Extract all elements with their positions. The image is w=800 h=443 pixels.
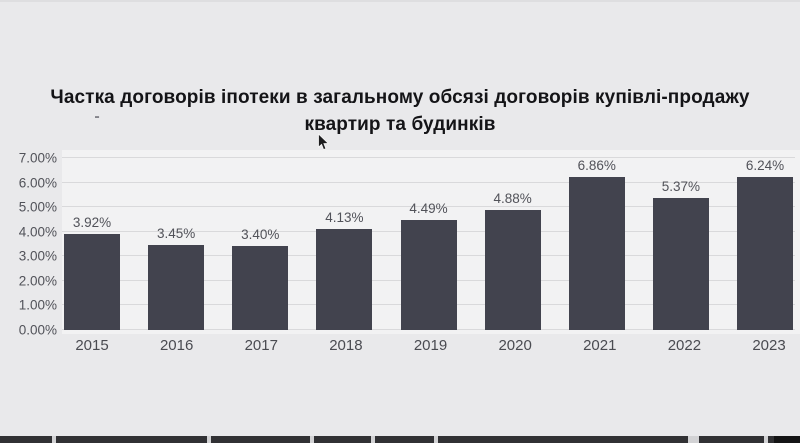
bar-2019: [400, 219, 457, 330]
bar-column-2021: 6.86%: [568, 158, 625, 330]
bar-value-label-2018: 4.13%: [325, 209, 364, 225]
x-tick-label-2018: 2018: [329, 337, 363, 354]
strip-gap: [310, 436, 314, 443]
y-tick-label-3.00%: 3.00%: [18, 248, 57, 264]
gridline-6.00%: [62, 181, 795, 183]
bar-column-2020: 4.88%: [484, 158, 541, 330]
chart-title: Частка договорів іпотеки в загальному об…: [0, 84, 800, 138]
bar-value-label-2016: 3.45%: [156, 226, 196, 242]
bar-column-2017: 3.40%: [232, 158, 289, 330]
chart-title-line1: Частка договорів іпотеки в загальному об…: [50, 87, 750, 108]
top-edge-line: [0, 0, 800, 2]
strip-end-segment: [774, 436, 800, 443]
strip-gap: [207, 436, 211, 443]
plot-area: 3.92% 3.45% 3.40% 4.13% 4.49% 4.88% 6.86% 5.37%…: [62, 157, 795, 330]
bar-2023: [737, 177, 793, 330]
bar-2022: [652, 198, 709, 330]
mouse-cursor-icon: [318, 133, 330, 151]
x-tick-label-2015: 2015: [75, 337, 109, 354]
strip-gap: [371, 436, 375, 443]
bar-value-label-2023: 6.24%: [745, 158, 785, 173]
bar-2016: [148, 245, 205, 330]
y-tick-label-1.00%: 1.00%: [18, 297, 57, 313]
x-tick-label-2022: 2022: [667, 337, 702, 354]
y-tick-label-4.00%: 4.00%: [18, 224, 57, 240]
bar-column-2016: 3.45%: [148, 158, 205, 330]
x-tick-label-2023: 2023: [752, 337, 786, 354]
x-tick-label-2016: 2016: [159, 337, 194, 354]
y-axis: 0.00% 1.00% 2.00% 3.00% 4.00% 5.00% 6.00% 7.00%: [0, 151, 57, 338]
bar-2018: [316, 228, 373, 330]
bar-2021: [568, 177, 625, 330]
x-tick-label-2020: 2020: [498, 337, 532, 354]
x-axis: 2015 2016 2017 2018 2019 2020 2021 2022 2023: [62, 337, 799, 354]
bar-value-label-2019: 4.49%: [409, 200, 448, 216]
strip-gap: [52, 436, 56, 443]
y-tick-label-5.00%: 5.00%: [18, 199, 57, 215]
bar-column-2023: 6.24%: [737, 158, 793, 330]
bar-value-label-2015: 3.92%: [72, 214, 112, 230]
y-tick-label-6.00%: 6.00%: [18, 175, 57, 191]
bar-column-2019: 4.49%: [400, 158, 457, 330]
x-tick-label-2019: 2019: [413, 337, 448, 354]
bar-value-label-2022: 5.37%: [661, 179, 701, 195]
gridline-7.00%: [62, 157, 795, 158]
strip-gap: [764, 436, 768, 443]
bottom-strip: [0, 436, 800, 443]
bar-value-label-2020: 4.88%: [493, 191, 532, 207]
y-tick-label-0.00%: 0.00%: [18, 322, 57, 338]
x-tick-label-2021: 2021: [583, 337, 617, 354]
y-tick-label-7.00%: 7.00%: [18, 150, 57, 166]
bar-column-2015: 3.92%: [64, 158, 120, 330]
bar-value-label-2021: 6.86%: [577, 158, 616, 173]
strip-gap: [688, 436, 699, 443]
gridline-5.00%: [62, 206, 795, 208]
chart-title-line2: квартир та будинків: [304, 114, 496, 135]
bars: 3.92% 3.45% 3.40% 4.13% 4.49% 4.88% 6.86% 5.37%…: [62, 158, 795, 330]
bar-2015: [64, 233, 120, 330]
bar-column-2018: 4.13%: [316, 158, 373, 330]
bar-column-2022: 5.37%: [652, 158, 709, 330]
y-tick-label-2.00%: 2.00%: [18, 273, 57, 289]
x-tick-label-2017: 2017: [244, 337, 278, 354]
bar-2017: [232, 246, 289, 330]
stray-dash-mark: -: [94, 108, 100, 125]
bar-value-label-2017: 3.40%: [241, 227, 280, 243]
bar-2020: [484, 210, 541, 330]
strip-gap: [434, 436, 438, 443]
